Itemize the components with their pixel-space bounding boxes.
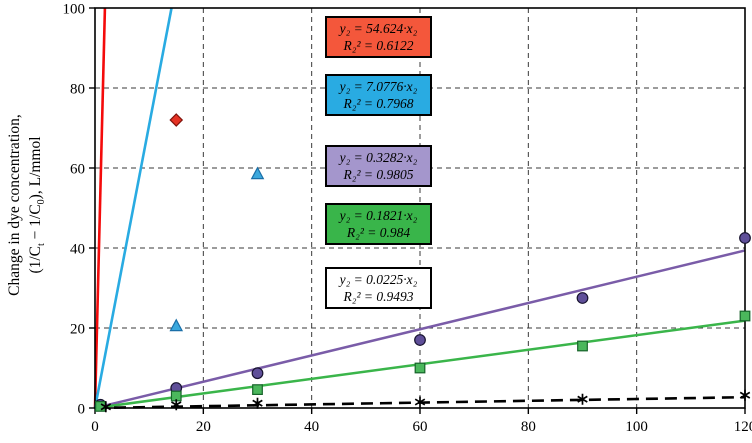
- r-squared-text: R₂² = 0.984: [346, 225, 411, 240]
- equation-text: y₂ = 54.624·x₂: [339, 21, 418, 36]
- y-axis-title-line2: (1/Ct − 1/C0), L/mmol: [27, 136, 48, 274]
- data-point-square: [577, 340, 588, 352]
- equation-text: y₂ = 0.0225·x₂: [339, 272, 418, 287]
- trend-line-slope-0.3282: [94, 249, 746, 410]
- equation-box-purple: y₂ = 0.3282·x₂ R₂² = 0.9805: [325, 145, 432, 187]
- data-points: [94, 113, 751, 413]
- trend-line-slope-54.624: [93, 7, 107, 409]
- r-squared-text: R₂² = 0.9805: [343, 167, 414, 182]
- y-tick-label: 80: [70, 82, 85, 98]
- y-axis-title: Change in dye concentration, (1/Ct − 1/C…: [4, 5, 48, 405]
- data-point-asterisk: [252, 397, 263, 409]
- data-point-asterisk: [100, 401, 112, 413]
- data-point-asterisk: [577, 393, 588, 405]
- data-point-circle: [739, 232, 751, 244]
- y-tick-label: 100: [63, 2, 86, 18]
- data-point-asterisk: [414, 396, 426, 408]
- y-tick-label: 20: [70, 322, 85, 338]
- r-squared-text: R₂² = 0.7968: [343, 96, 414, 111]
- x-tick-label: 120: [734, 419, 752, 435]
- equation-box-cyan: y₂ = 7.0776·x₂ R₂² = 0.7968: [325, 74, 432, 116]
- trend-line-slope-7.0776: [93, 7, 173, 409]
- y-tick-label: 0: [78, 402, 86, 418]
- x-tick-label: 40: [304, 419, 319, 435]
- data-point-circle: [414, 334, 426, 346]
- x-tick-label: 100: [625, 419, 648, 435]
- x-tick-label: 20: [196, 419, 211, 435]
- y-tick-label: 60: [70, 162, 85, 178]
- data-point-circle: [251, 367, 264, 380]
- equation-text: y₂ = 0.3282·x₂: [339, 150, 418, 165]
- x-tick-label: 0: [91, 419, 99, 435]
- equation-box-red: y₂ = 54.624·x₂ R₂² = 0.6122: [325, 16, 432, 58]
- data-point-asterisk: [171, 399, 182, 411]
- axes: 0 20 40 60 80 100 120 0 20 40 60 80 100: [63, 2, 752, 436]
- data-point-diamond: [169, 113, 184, 127]
- equation-text: y₂ = 0.1821·x₂: [339, 208, 418, 223]
- data-point-triangle: [250, 166, 265, 180]
- data-point-triangle: [169, 318, 184, 332]
- data-point-square: [739, 310, 751, 322]
- x-tick-label: 60: [413, 419, 428, 435]
- r-squared-text: R₂² = 0.9493: [343, 289, 414, 304]
- x-tick-label: 80: [521, 419, 536, 435]
- equation-text: y₂ = 7.0776·x₂: [339, 79, 418, 94]
- data-point-square: [414, 362, 426, 374]
- y-axis-title-line1: Change in dye concentration,: [6, 114, 23, 296]
- equation-box-green: y₂ = 0.1821·x₂ R₂² = 0.984: [325, 203, 432, 245]
- y-tick-label: 40: [70, 242, 85, 258]
- data-point-circle: [576, 292, 589, 304]
- r-squared-text: R₂² = 0.6122: [343, 38, 414, 53]
- data-point-square: [252, 384, 263, 395]
- data-point-asterisk: [739, 389, 751, 401]
- equation-box-white: y₂ = 0.0225·x₂ R₂² = 0.9493: [325, 267, 432, 309]
